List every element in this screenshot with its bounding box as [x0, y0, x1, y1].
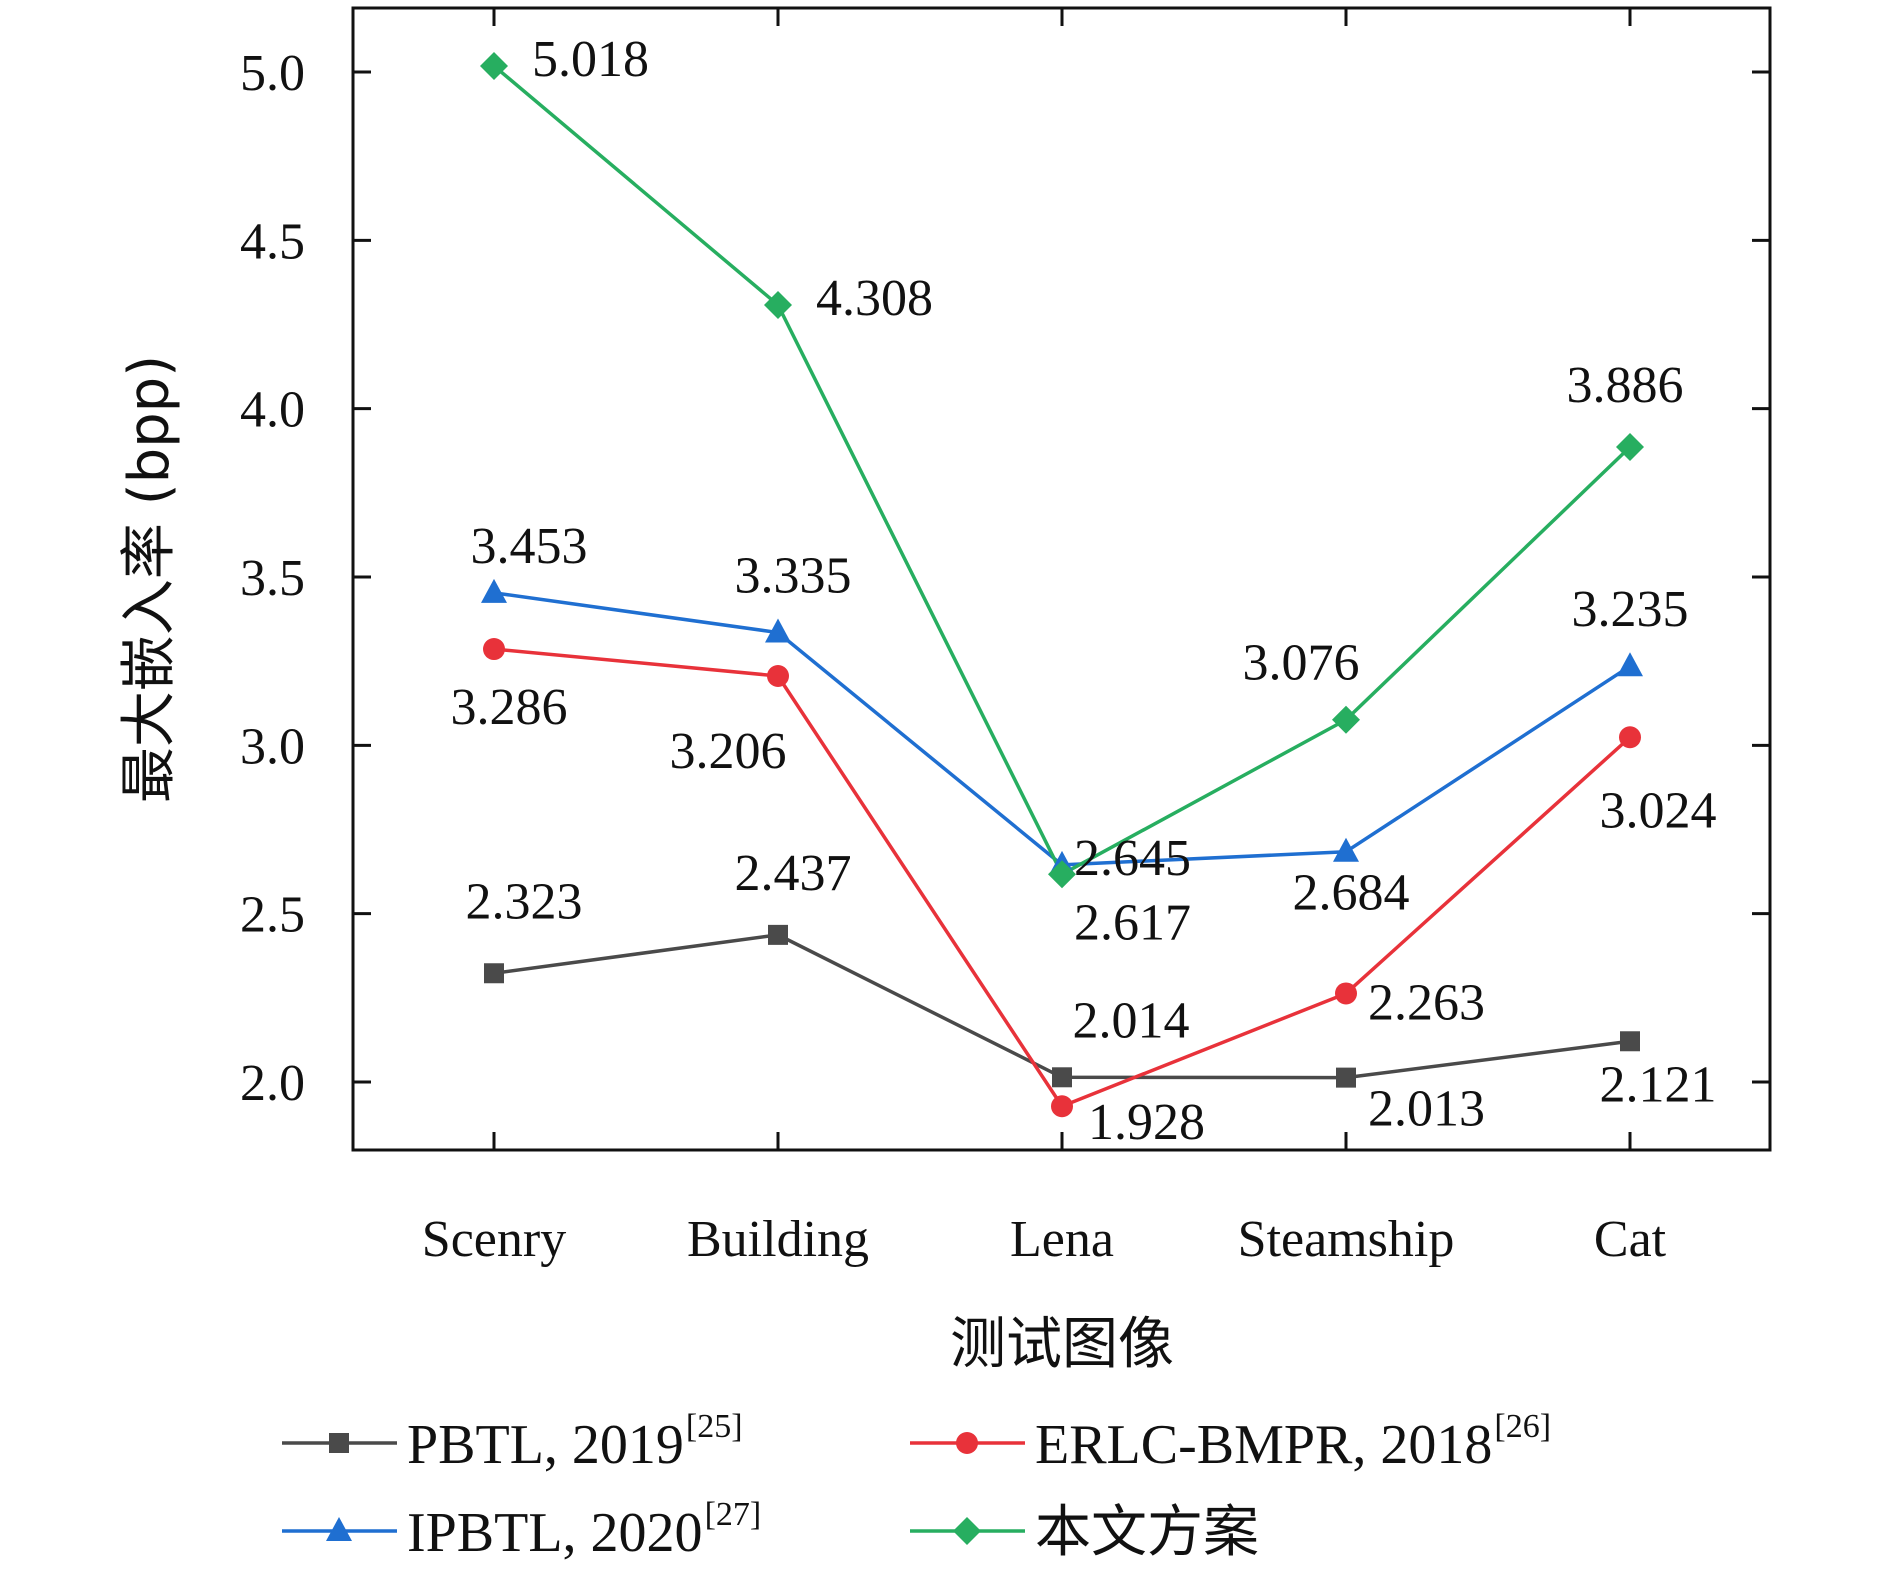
- plot-frame: [351, 6, 1772, 1152]
- data-label: 2.323: [466, 873, 583, 930]
- y-tick-label: 2.5: [240, 887, 305, 944]
- legend-marker-diamond: [953, 1517, 981, 1545]
- data-label: 3.453: [471, 518, 588, 575]
- data-point-diamond: [1048, 860, 1076, 889]
- x-axis-title: 测试图像: [950, 1312, 1174, 1377]
- x-tick-label: Lena: [1010, 1211, 1114, 1268]
- data-point-triangle: [1617, 652, 1643, 677]
- data-label: 5.018: [532, 31, 649, 88]
- data-label: 3.235: [1572, 581, 1689, 638]
- legend-label: 本文方案: [1035, 1502, 1259, 1564]
- legend-marker-circle: [956, 1432, 978, 1454]
- data-point-square: [768, 924, 788, 945]
- y-tick-label: 5.0: [240, 45, 305, 102]
- data-point-square: [1336, 1067, 1356, 1088]
- y-tick-label: 4.5: [240, 213, 305, 270]
- legend-reference: [25]: [686, 1408, 743, 1445]
- x-tick-label: Cat: [1594, 1211, 1667, 1268]
- data-point-circle: [483, 638, 505, 661]
- series-line-4: [492, 64, 1632, 877]
- data-labels: 2.323 2.437 2.014 2.013 2.121 3.286 3.206 1.928…: [451, 31, 1717, 1151]
- data-label: 2.684: [1293, 865, 1410, 922]
- data-label: 3.076: [1243, 635, 1360, 692]
- data-label: 2.617: [1074, 894, 1191, 951]
- data-point-diamond: [764, 290, 792, 319]
- data-label: 2.645: [1074, 830, 1191, 887]
- x-tick-label: Building: [687, 1211, 869, 1268]
- data-label: 1.928: [1088, 1094, 1205, 1151]
- y-tick-label: 2.0: [240, 1055, 305, 1112]
- data-point-diamond: [480, 51, 508, 80]
- legend-label: IPBTL, 2020: [407, 1502, 703, 1564]
- data-point-triangle: [481, 578, 507, 603]
- data-point-triangle: [1333, 837, 1359, 862]
- y-tick-label: 3.5: [240, 550, 305, 607]
- data-point-circle: [1619, 726, 1641, 749]
- y-tick-label: 4.0: [240, 382, 305, 439]
- legend-reference: [27]: [705, 1496, 762, 1533]
- y-tick-label: 3.0: [240, 718, 305, 775]
- x-tick-label: Scenry: [422, 1211, 566, 1268]
- legend-label: ERLC-BMPR, 2018: [1035, 1414, 1492, 1476]
- y-axis: 2.0 2.5 3.0 3.5 4.0 4.5 5.0: [240, 45, 1770, 1112]
- series-line-3: [493, 591, 1631, 867]
- data-label: 2.121: [1600, 1056, 1717, 1113]
- data-label: 3.286: [451, 679, 568, 736]
- data-label: 3.024: [1600, 782, 1717, 839]
- data-label: 3.886: [1567, 357, 1684, 414]
- data-point-triangle: [765, 618, 791, 643]
- legend: PBTL, 2019 [25] ERLC-BMPR, 2018 [26] IPBTL, …: [282, 1408, 1551, 1564]
- data-point-circle: [1051, 1095, 1073, 1118]
- data-point-square: [1620, 1031, 1640, 1052]
- data-label: 3.335: [735, 548, 852, 605]
- legend-label: PBTL, 2019: [407, 1414, 684, 1476]
- data-point-circle: [1335, 982, 1357, 1005]
- data-label: 4.308: [816, 270, 933, 327]
- data-point-square: [1052, 1067, 1072, 1088]
- data-label: 3.206: [670, 723, 787, 780]
- data-point-circle: [767, 664, 789, 687]
- legend-marker-square: [329, 1433, 349, 1453]
- x-tick-label: Steamship: [1238, 1211, 1455, 1268]
- legend-marker-triangle: [326, 1517, 352, 1541]
- y-axis-title: 最大嵌入率 (bpp): [117, 355, 182, 803]
- data-label: 2.263: [1368, 974, 1485, 1031]
- data-point-diamond: [1332, 705, 1360, 734]
- data-label: 2.437: [735, 845, 852, 902]
- series-layer: [480, 51, 1644, 1118]
- data-label: 2.013: [1368, 1081, 1485, 1138]
- data-point-diamond: [1616, 433, 1644, 462]
- data-label: 2.014: [1073, 992, 1190, 1049]
- data-point-square: [484, 963, 504, 984]
- x-axis: Scenry Building Lena Steamship Cat: [422, 8, 1667, 1268]
- legend-reference: [26]: [1494, 1408, 1551, 1445]
